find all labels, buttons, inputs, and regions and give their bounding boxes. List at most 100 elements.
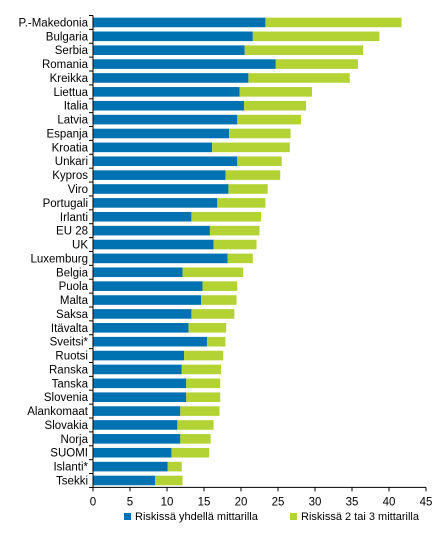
- bars-group: [93, 17, 402, 486]
- x-tick-label: 25: [272, 496, 285, 508]
- bar-segment-1: [93, 350, 185, 361]
- category-label: Norja: [61, 434, 89, 446]
- category-label: Itävalta: [51, 323, 89, 335]
- category-label: Latvia: [57, 115, 88, 127]
- category-labels: P.-Makedonia Bulgaria Serbia Romania Kreikka…: [19, 17, 89, 487]
- x-tick-label: 30: [309, 496, 322, 508]
- category-label: SUOMI: [50, 448, 88, 460]
- x-tick-label: 20: [235, 496, 248, 508]
- category-label: Slovakia: [45, 420, 89, 432]
- category-label: Italia: [64, 101, 89, 113]
- x-tick-label: 40: [383, 496, 396, 508]
- bar-segment-1: [93, 184, 229, 194]
- bar-segment-1: [93, 128, 230, 139]
- bar-segment-1: [93, 142, 213, 153]
- category-label: Belgia: [56, 267, 89, 279]
- x-tick-label: 10: [161, 496, 174, 508]
- bar-segment-2: [237, 156, 282, 167]
- category-label: Romania: [42, 59, 89, 71]
- legend: Riskissä yhdellä mittarilla Riskissä 2 ta…: [124, 511, 420, 523]
- bar-segment-1: [93, 211, 192, 222]
- bar-segment-1: [93, 45, 245, 55]
- category-label: Sveitsi*: [50, 337, 89, 349]
- bar-segment-2: [171, 447, 210, 458]
- bar-segment-2: [186, 392, 221, 402]
- bar-segment-2: [227, 253, 253, 264]
- bar-segment-1: [93, 59, 276, 69]
- bar-segment-1: [93, 392, 187, 402]
- bar-segment-2: [155, 475, 183, 486]
- bar-segment-1: [93, 239, 214, 250]
- category-label: Luxemburg: [30, 253, 88, 265]
- bar-segment-2: [191, 211, 261, 222]
- bar-segment-1: [93, 309, 192, 319]
- bar-segment-2: [248, 73, 350, 83]
- bar-segment-1: [93, 295, 202, 305]
- category-label: Islanti*: [53, 462, 88, 474]
- category-label: Ranska: [49, 364, 89, 376]
- bar-segment-2: [177, 420, 214, 430]
- bar-segment-1: [93, 114, 238, 125]
- bar-segment-2: [180, 406, 220, 416]
- bar-segment-2: [275, 59, 358, 69]
- bar-segment-1: [93, 447, 172, 458]
- bar-segment-2: [265, 17, 402, 28]
- bar-segment-2: [243, 100, 307, 111]
- category-label: Kypros: [52, 170, 88, 182]
- bar-segment-2: [237, 114, 301, 125]
- category-label: Saksa: [56, 309, 89, 321]
- x-tick-label: 5: [127, 496, 133, 508]
- category-label: Viro: [68, 184, 88, 196]
- bar-segment-2: [244, 45, 364, 55]
- category-label: EU 28: [56, 226, 88, 238]
- bar-segment-2: [180, 434, 211, 444]
- category-label: Kroatia: [52, 142, 89, 154]
- bar-segment-2: [188, 323, 227, 333]
- bar-segment-1: [93, 87, 240, 97]
- x-tick-label: 15: [198, 496, 211, 508]
- bar-segment-1: [93, 100, 244, 111]
- bar-segment-1: [93, 281, 203, 291]
- bar-segment-1: [93, 406, 181, 416]
- x-tick-label: 0: [90, 496, 96, 508]
- bar-segment-1: [93, 156, 238, 167]
- bar-segment-1: [93, 253, 228, 264]
- bar-segment-1: [93, 475, 156, 486]
- legend-label-2: Riskissä 2 tai 3 mittarilla: [301, 511, 420, 523]
- bar-segment-1: [93, 225, 210, 236]
- category-label: Bulgaria: [46, 31, 89, 43]
- legend-label-1: Riskissä yhdellä mittarilla: [135, 511, 259, 523]
- bar-segment-1: [93, 461, 168, 472]
- category-label: Irlanti: [60, 212, 88, 224]
- bar-segment-2: [217, 198, 266, 208]
- category-label: Ruotsi: [55, 351, 88, 363]
- bar-segment-2: [228, 184, 268, 194]
- bar-segment-1: [93, 364, 182, 375]
- bar-segment-2: [225, 170, 281, 180]
- category-label: Slovenia: [44, 392, 89, 404]
- category-label: UK: [72, 240, 88, 252]
- bar-segment-2: [202, 281, 238, 291]
- bar-segment-2: [184, 350, 224, 361]
- category-label: Liettua: [53, 87, 88, 99]
- bar-segment-2: [182, 267, 244, 278]
- bar-segment-1: [93, 434, 181, 444]
- x-tick-label: 35: [346, 496, 359, 508]
- bar-segment-2: [181, 364, 222, 375]
- category-label: P.-Makedonia: [19, 17, 89, 29]
- legend-swatch-2: [290, 513, 297, 520]
- bar-segment-1: [93, 420, 178, 430]
- category-label: Tsekki: [56, 475, 88, 487]
- category-label: Puola: [59, 281, 89, 293]
- bar-segment-2: [186, 378, 221, 389]
- category-label: Tanska: [52, 378, 89, 390]
- x-tick-label: 45: [420, 496, 433, 508]
- category-label: Portugali: [43, 198, 88, 210]
- bar-segment-2: [201, 295, 237, 305]
- bar-segment-1: [93, 198, 218, 208]
- bar-segment-1: [93, 170, 226, 180]
- bar-segment-1: [93, 31, 253, 42]
- bar-segment-1: [93, 378, 187, 389]
- bar-segment-2: [212, 142, 290, 153]
